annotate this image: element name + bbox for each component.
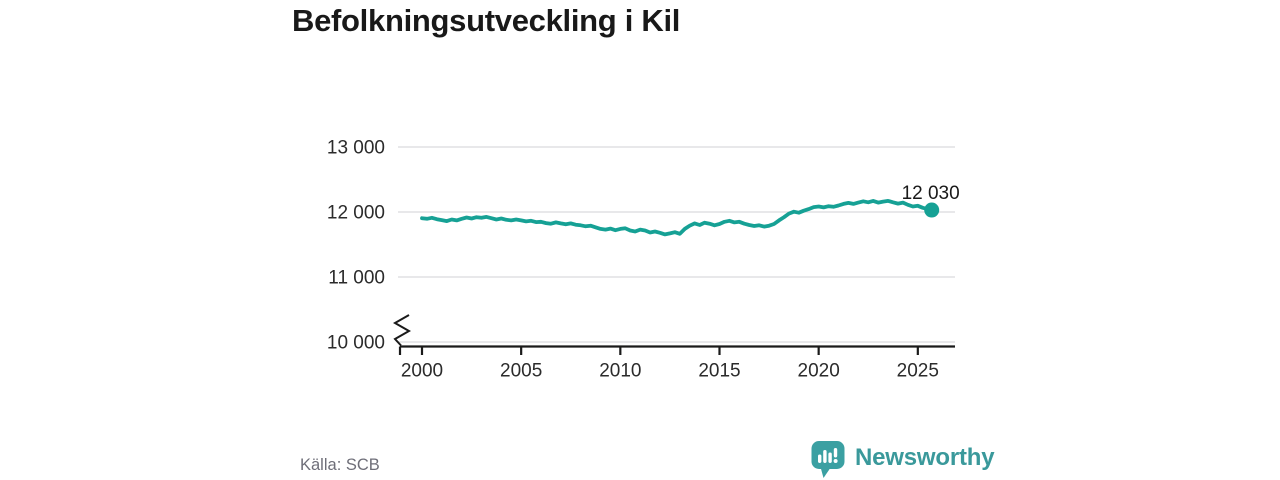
x-axis-ticks [420,346,919,355]
source-note: Källa: SCB [300,456,380,474]
x-tick-label: 2025 [897,361,939,382]
y-tick-label: 13 000 [327,138,385,159]
x-tick-label: 2010 [599,361,641,382]
y-tick-label: 12 000 [327,203,385,224]
newsworthy-logo: Newsworthy [811,440,995,480]
y-axis-break-icon [392,314,412,347]
newsworthy-wordmark: Newsworthy [855,444,995,471]
end-point-dot [924,202,940,218]
x-axis-labels: 2000 2005 2010 2015 2020 2025 [401,361,939,382]
end-value-label: 12 030 [901,183,960,205]
y-axis-labels: 13 000 12 000 11 000 10 000 [327,138,385,354]
y-tick-label: 10 000 [327,333,385,354]
x-tick-label: 2020 [798,361,840,382]
grid-lines [398,146,955,343]
population-line [420,198,934,237]
newsworthy-speech-bubble-bar-chart-icon [811,441,845,478]
x-tick-label: 2015 [698,361,740,382]
chart-title: Befolkningsutveckling i Kil [292,3,681,38]
x-tick-label: 2005 [500,361,542,382]
y-tick-label: 11 000 [328,268,385,289]
x-tick-label: 2000 [401,361,443,382]
